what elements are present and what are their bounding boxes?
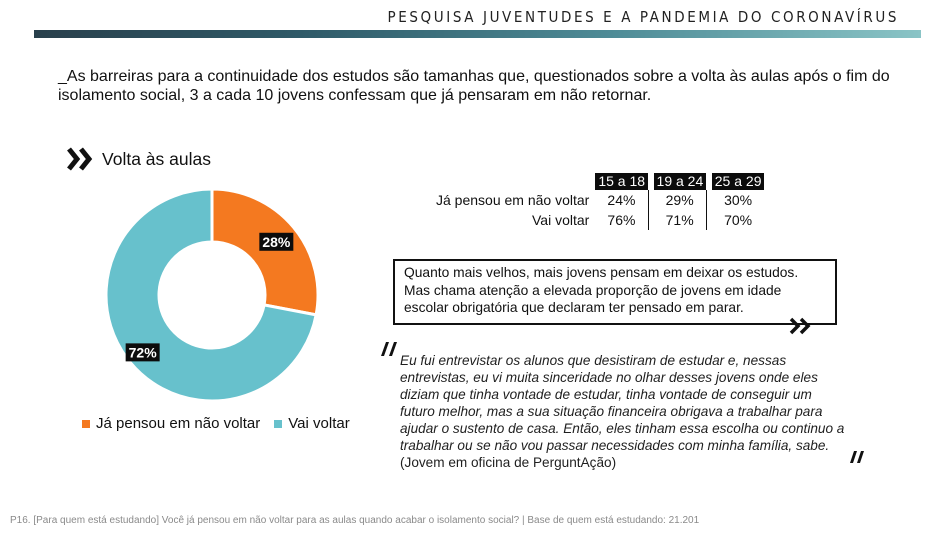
footnote: P16. [Para quem está estudando] Você já …	[10, 515, 700, 526]
table-cell: 76%	[607, 212, 636, 228]
report-title: PESQUISA JUVENTUDES E A PANDEMIA DO CORO…	[387, 8, 899, 26]
table-cell: 24%	[607, 192, 636, 208]
legend-swatch-nao-voltar	[82, 419, 90, 428]
legend-item-vai-voltar: Vai voltar	[274, 415, 350, 432]
table-row: Já pensou em não voltar 24% 29% 30%	[430, 190, 764, 210]
open-quote-icon	[381, 342, 397, 356]
donut-chart: 28% 72%	[104, 190, 320, 403]
svg-text:28%: 28%	[262, 234, 291, 250]
chart-legend: Já pensou em não voltar Vai voltar	[82, 415, 364, 432]
col-header-15-18: 15 a 18	[595, 173, 649, 190]
intro-text: _As barreiras para a continuidade dos es…	[58, 68, 890, 104]
table-corner	[430, 173, 595, 190]
age-group-table: 15 a 18 19 a 24 25 a 29 Já pensou em não…	[430, 173, 765, 230]
testimonial-quote: Eu fui entrevistar os alunos que desisti…	[400, 352, 850, 471]
slice-nao-voltar	[210, 190, 320, 317]
header-bar	[34, 30, 921, 38]
callout-box: Quanto mais velhos, mais jovens pensam e…	[393, 259, 837, 325]
table-cell: 29%	[665, 192, 694, 208]
table-row: Vai voltar 76% 71% 70%	[430, 210, 764, 230]
col-header-25-29: 25 a 29	[711, 173, 765, 190]
close-quote-icon	[850, 451, 864, 463]
row-label: Já pensou em não voltar	[436, 192, 590, 208]
callout-text: Quanto mais velhos, mais jovens pensam e…	[404, 265, 799, 315]
legend-item-nao-voltar: Já pensou em não voltar	[82, 415, 260, 432]
quote-text: Eu fui entrevistar os alunos que desisti…	[400, 353, 845, 453]
legend-label-vai-voltar: Vai voltar	[288, 415, 350, 432]
data-label-vai-voltar: 72%	[125, 343, 160, 362]
quote-attribution: (Jovem em oficina de PerguntAção)	[400, 455, 617, 470]
section-heading: Volta às aulas	[66, 145, 211, 173]
svg-text:72%: 72%	[129, 344, 158, 360]
data-label-nao-voltar: 28%	[259, 232, 294, 251]
table-cell: 71%	[665, 212, 694, 228]
legend-label-nao-voltar: Já pensou em não voltar	[96, 415, 261, 432]
table-cell: 70%	[724, 212, 753, 228]
table-cell: 30%	[724, 192, 753, 208]
double-chevron-icon	[67, 147, 93, 171]
double-chevron-icon	[789, 317, 811, 335]
legend-swatch-vai-voltar	[274, 419, 283, 428]
row-label: Vai voltar	[532, 212, 590, 228]
section-title: Volta às aulas	[102, 148, 211, 169]
col-header-19-24: 19 a 24	[653, 173, 707, 190]
